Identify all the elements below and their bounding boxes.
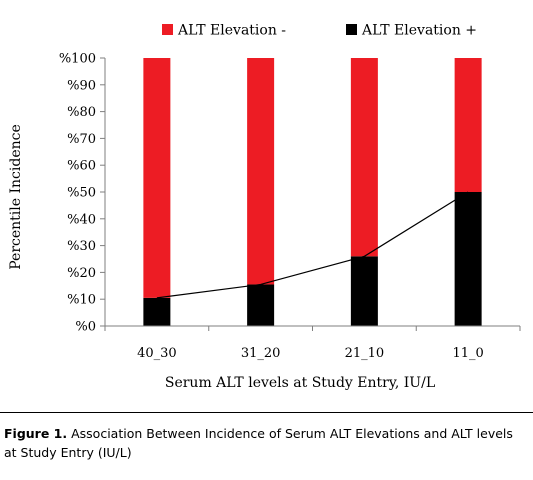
- y-tick-label: %20: [67, 266, 96, 281]
- bar-alt-elevation-positive: [454, 192, 482, 326]
- bar-alt-elevation-positive: [247, 284, 275, 326]
- y-tick-label: %60: [67, 159, 96, 174]
- figure-caption-text: Association Between Incidence of Serum A…: [4, 426, 513, 460]
- caption-divider: [0, 412, 533, 413]
- x-tick-label: 31_20: [241, 346, 281, 361]
- y-axis-title: Percentile Incidence: [8, 124, 24, 269]
- x-axis: 40_30 31_20 21_10 11_0: [104, 325, 521, 361]
- y-tick-label: %90: [67, 78, 96, 93]
- legend-label: ALT Elevation -: [177, 23, 286, 39]
- bar-alt-elevation-negative: [247, 58, 275, 285]
- x-axis-title: Serum ALT levels at Study Entry, IU/L: [165, 375, 435, 391]
- trend-line-layer: [156, 191, 469, 299]
- trend-line: [156, 191, 469, 299]
- bar-alt-elevation-negative: [454, 58, 482, 192]
- legend-swatch: [162, 24, 173, 35]
- y-tick-label: %10: [67, 293, 96, 308]
- bar-alt-elevation-negative: [143, 58, 171, 298]
- bars: [143, 58, 482, 326]
- bar-alt-elevation-negative: [350, 58, 378, 257]
- figure-caption: Figure 1. Association Between Incidence …: [4, 424, 529, 462]
- legend-label: ALT Elevation +: [361, 23, 477, 39]
- y-tick-label: %40: [67, 212, 96, 227]
- x-tick-label: 11_0: [452, 346, 483, 361]
- y-tick-label: %100: [59, 52, 96, 67]
- y-tick-label: %70: [67, 132, 96, 147]
- x-tick-label: 21_10: [345, 346, 385, 361]
- y-tick-label: %30: [67, 239, 96, 254]
- bar-alt-elevation-positive: [143, 297, 171, 326]
- y-tick-label: %80: [67, 105, 96, 120]
- x-tick-label: 40_30: [137, 346, 177, 361]
- y-tick-label: %50: [67, 186, 96, 201]
- chart: ALT Elevation - ALT Elevation + %0 %10 %20%…: [8, 23, 521, 391]
- legend-swatch: [346, 24, 357, 35]
- bar-alt-elevation-positive: [350, 256, 378, 326]
- y-axis: %0 %10 %20 %30 %40 %50 %60 %70 %80 %90 %100: [59, 52, 106, 335]
- figure-label: Figure 1.: [4, 426, 68, 441]
- legend: ALT Elevation - ALT Elevation +: [162, 23, 477, 39]
- y-tick-label: %0: [75, 320, 96, 335]
